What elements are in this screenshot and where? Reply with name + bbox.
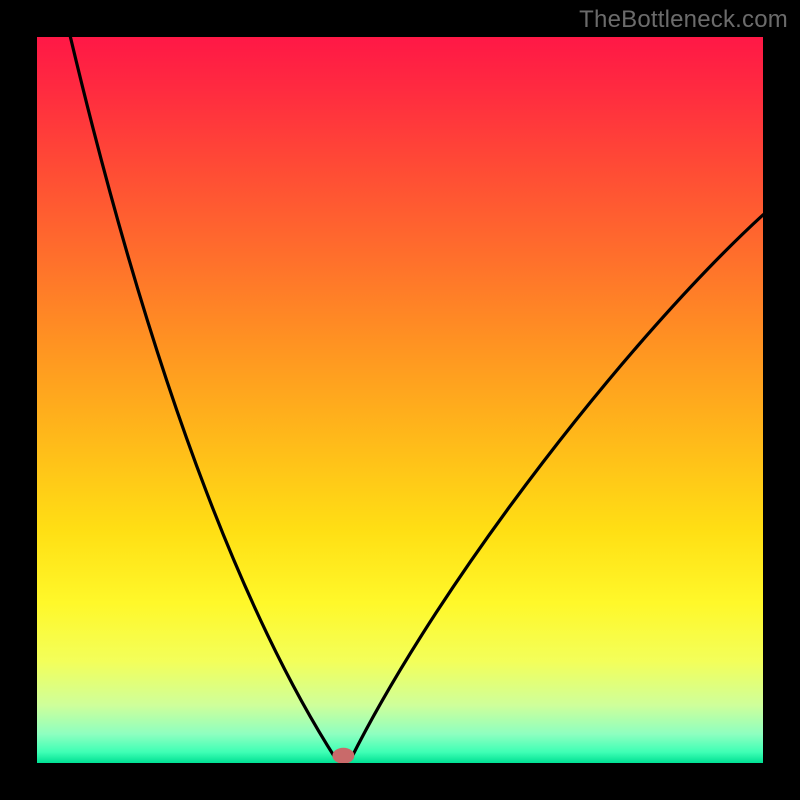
optimum-marker bbox=[332, 748, 354, 764]
frame-right bbox=[763, 0, 800, 800]
watermark-text: TheBottleneck.com bbox=[579, 6, 788, 34]
chart-container: TheBottleneck.com bbox=[0, 0, 800, 800]
chart-svg bbox=[0, 0, 800, 800]
frame-left bbox=[0, 0, 37, 800]
frame-bottom bbox=[0, 763, 800, 800]
plot-background bbox=[37, 37, 763, 763]
